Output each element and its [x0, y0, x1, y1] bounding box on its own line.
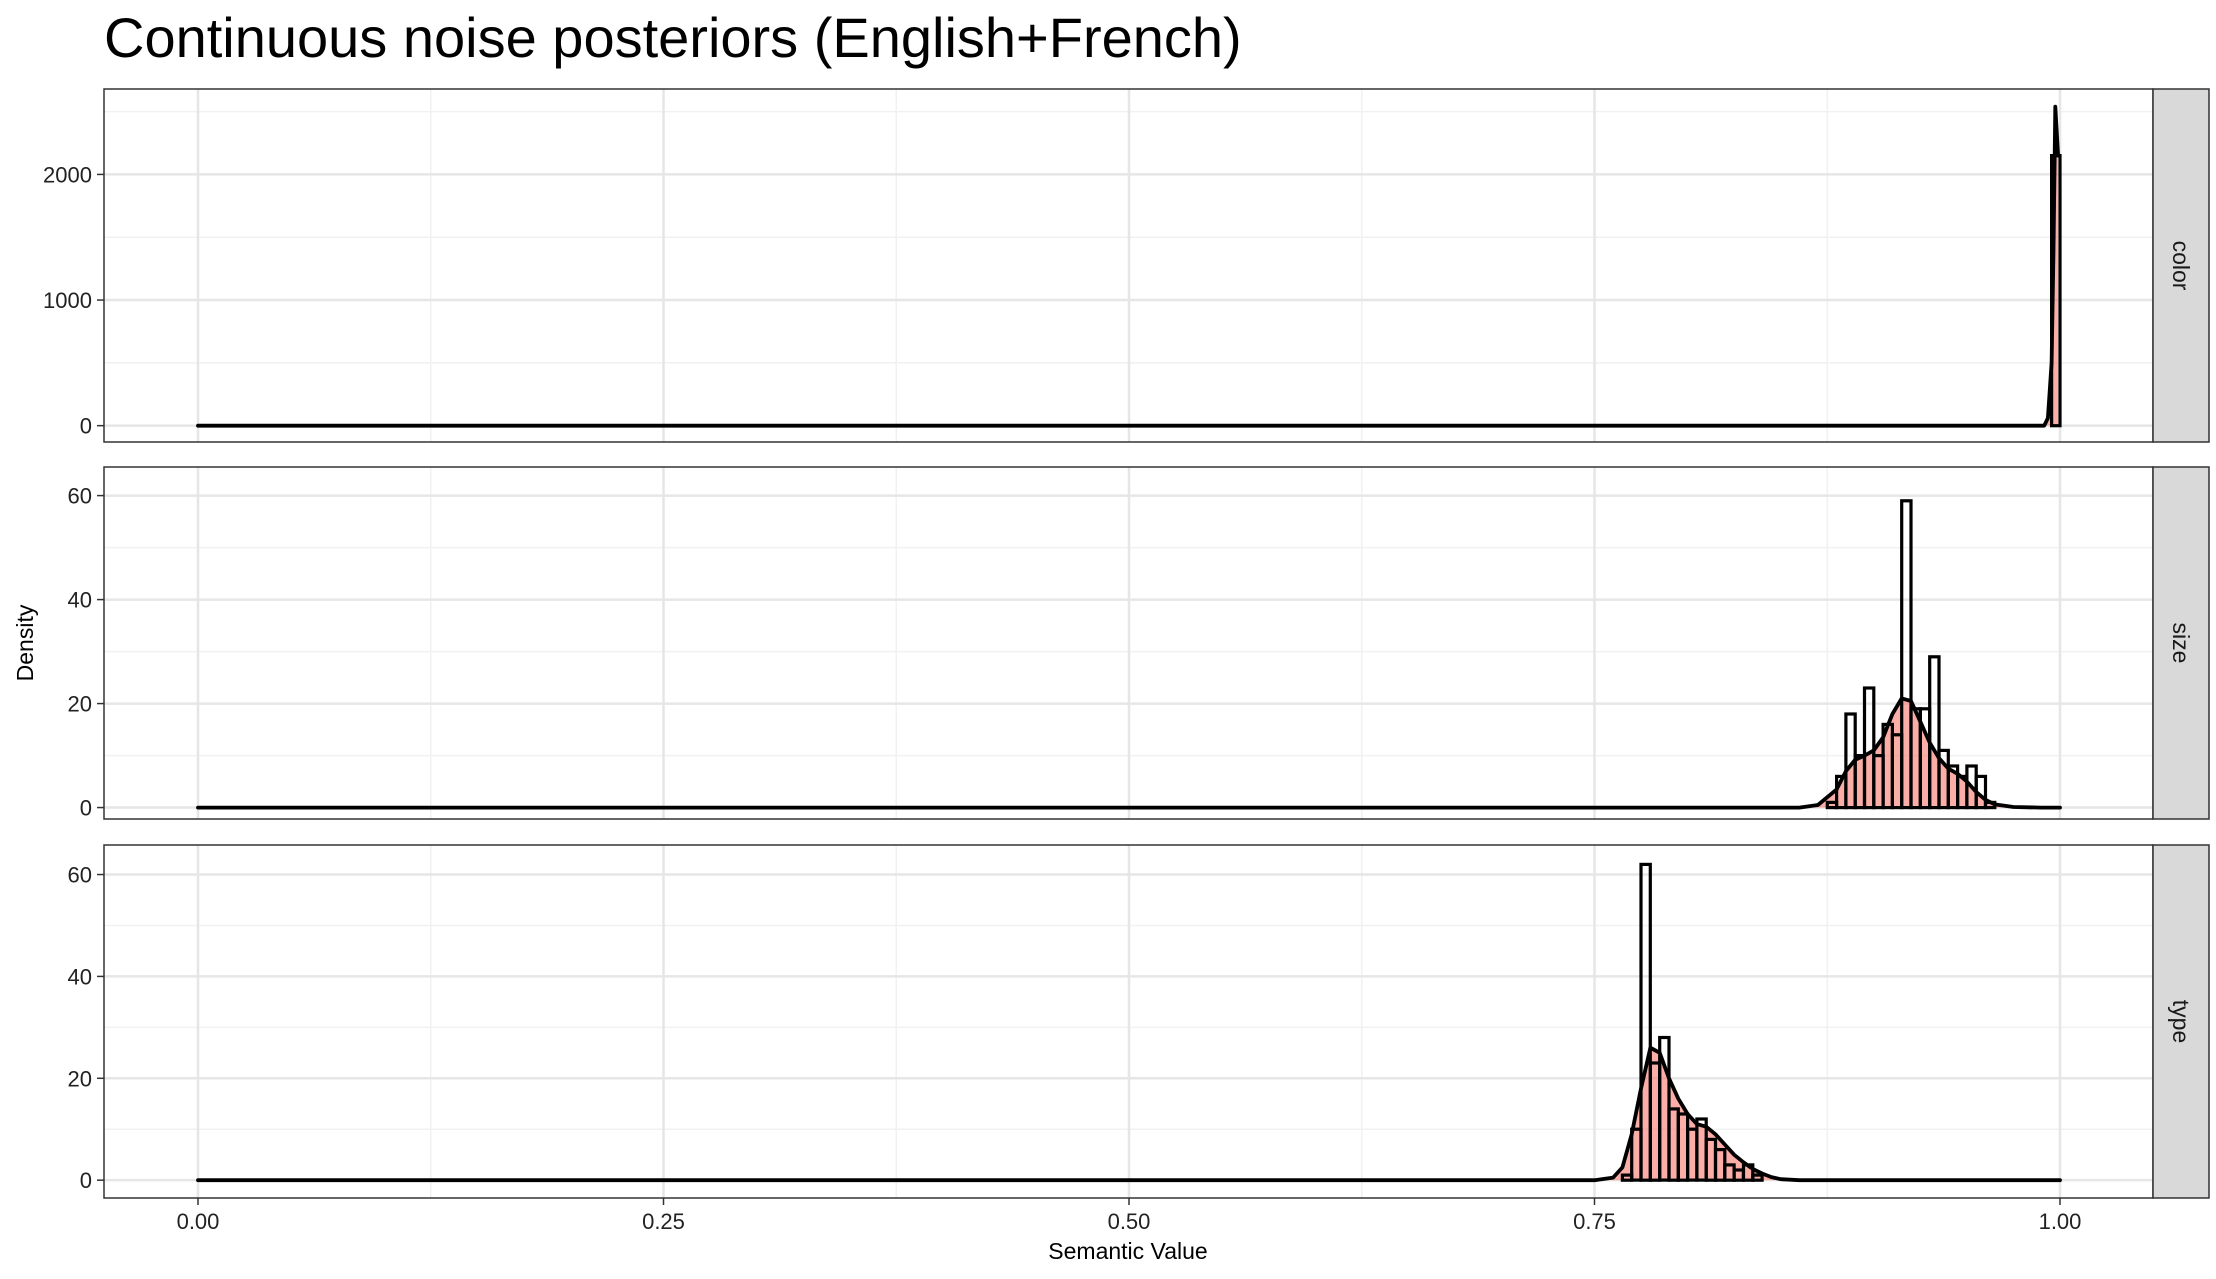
- x-tick-label: 0.50: [1108, 1209, 1151, 1234]
- density-line: [196, 696, 2062, 810]
- panel-type: 0 20 40 60 type: [68, 844, 2210, 1199]
- y-axis-title: Density: [12, 604, 38, 681]
- x-axis: 0.00 0.25 0.50 0.75 1.00: [177, 1198, 2082, 1234]
- histogram-bar: [1900, 499, 1913, 810]
- panels-layer: 0 1000 2000 color 0 20 40 60 size 0 20 40 60 type: [43, 88, 2210, 1199]
- density-line: [196, 104, 2060, 428]
- panel-size: 0 20 40 60 size: [68, 466, 2210, 821]
- y-tick-label: 60: [68, 484, 92, 509]
- y-tick-label: 0: [80, 414, 92, 439]
- chart-title: Continuous noise posteriors (English+Fre…: [104, 6, 1242, 69]
- y-tick-label: 20: [68, 1066, 92, 1091]
- y-tick-label: 40: [68, 964, 92, 989]
- histogram-bar: [1928, 655, 1941, 810]
- facet-strip-label: type: [2168, 1000, 2194, 1043]
- x-tick-label: 0.25: [642, 1209, 685, 1234]
- y-tick-label: 0: [80, 1168, 92, 1193]
- facet-strip: [2152, 88, 2210, 443]
- y-tick-label: 2000: [43, 162, 92, 187]
- histogram-bar: [1639, 862, 1652, 1182]
- x-tick-label: 0.00: [177, 1209, 220, 1234]
- facet-strip-label: color: [2168, 241, 2194, 291]
- histogram-bar: [1751, 1173, 1764, 1182]
- facet-strip-label: size: [2168, 623, 2194, 664]
- y-tick-label: 0: [80, 796, 92, 821]
- y-tick-label: 20: [68, 692, 92, 717]
- density-line: [196, 1045, 2062, 1183]
- panel-color: 0 1000 2000 color: [43, 88, 2210, 443]
- facet-strip: [2152, 844, 2210, 1199]
- y-tick-label: 40: [68, 588, 92, 613]
- x-tick-label: 1.00: [2039, 1209, 2082, 1234]
- y-tick-label: 1000: [43, 288, 92, 313]
- y-tick-label: 60: [68, 863, 92, 888]
- x-axis-title: Semantic Value: [1048, 1238, 1207, 1264]
- x-tick-label: 0.75: [1573, 1209, 1616, 1234]
- facet-strip: [2152, 466, 2210, 820]
